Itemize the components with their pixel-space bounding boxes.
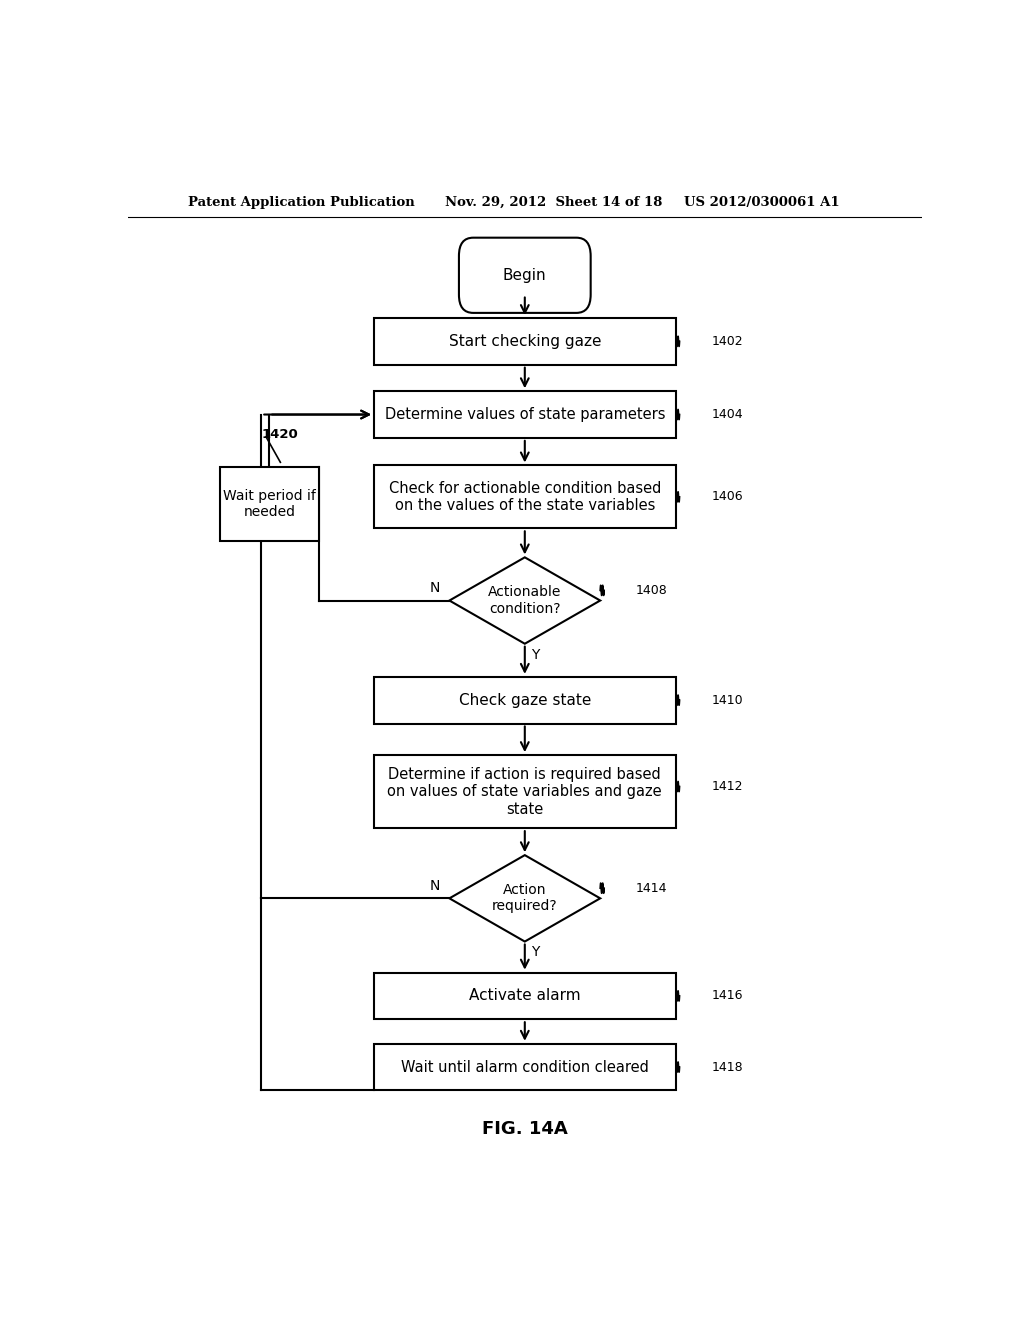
- FancyBboxPatch shape: [459, 238, 591, 313]
- Polygon shape: [450, 557, 600, 644]
- Text: 1412: 1412: [712, 780, 742, 793]
- Text: Determine if action is required based
on values of state variables and gaze
stat: Determine if action is required based on…: [387, 767, 663, 817]
- Text: Check for actionable condition based
on the values of the state variables: Check for actionable condition based on …: [389, 480, 660, 513]
- Text: US 2012/0300061 A1: US 2012/0300061 A1: [684, 195, 839, 209]
- FancyBboxPatch shape: [374, 1044, 676, 1090]
- FancyBboxPatch shape: [374, 391, 676, 438]
- Text: 1404: 1404: [712, 408, 743, 421]
- Text: Determine values of state parameters: Determine values of state parameters: [385, 407, 665, 422]
- FancyBboxPatch shape: [374, 466, 676, 528]
- Text: Action
required?: Action required?: [492, 883, 558, 913]
- Text: FIG. 14A: FIG. 14A: [482, 1121, 567, 1138]
- Text: Y: Y: [531, 648, 540, 663]
- Text: Actionable
condition?: Actionable condition?: [488, 586, 561, 615]
- Text: 1408: 1408: [636, 583, 668, 597]
- Text: 1414: 1414: [636, 882, 668, 895]
- Text: Nov. 29, 2012  Sheet 14 of 18: Nov. 29, 2012 Sheet 14 of 18: [445, 195, 663, 209]
- Text: 1402: 1402: [712, 335, 743, 348]
- Text: 1418: 1418: [712, 1060, 743, 1073]
- Text: Start checking gaze: Start checking gaze: [449, 334, 601, 348]
- Text: Check gaze state: Check gaze state: [459, 693, 591, 708]
- Text: N: N: [430, 581, 440, 595]
- Text: Y: Y: [531, 945, 540, 958]
- FancyBboxPatch shape: [374, 677, 676, 723]
- Text: Patent Application Publication: Patent Application Publication: [187, 195, 415, 209]
- Text: N: N: [430, 879, 440, 894]
- Text: Wait period if
needed: Wait period if needed: [223, 488, 315, 519]
- FancyBboxPatch shape: [374, 973, 676, 1019]
- Text: Wait until alarm condition cleared: Wait until alarm condition cleared: [400, 1060, 649, 1074]
- FancyBboxPatch shape: [374, 755, 676, 828]
- Polygon shape: [450, 855, 600, 941]
- FancyBboxPatch shape: [220, 467, 318, 541]
- FancyBboxPatch shape: [374, 318, 676, 364]
- Text: 1406: 1406: [712, 490, 743, 503]
- Text: 1420: 1420: [261, 429, 298, 441]
- Text: Begin: Begin: [503, 268, 547, 282]
- Text: 1410: 1410: [712, 693, 743, 706]
- Text: Activate alarm: Activate alarm: [469, 989, 581, 1003]
- Text: 1416: 1416: [712, 990, 742, 1002]
